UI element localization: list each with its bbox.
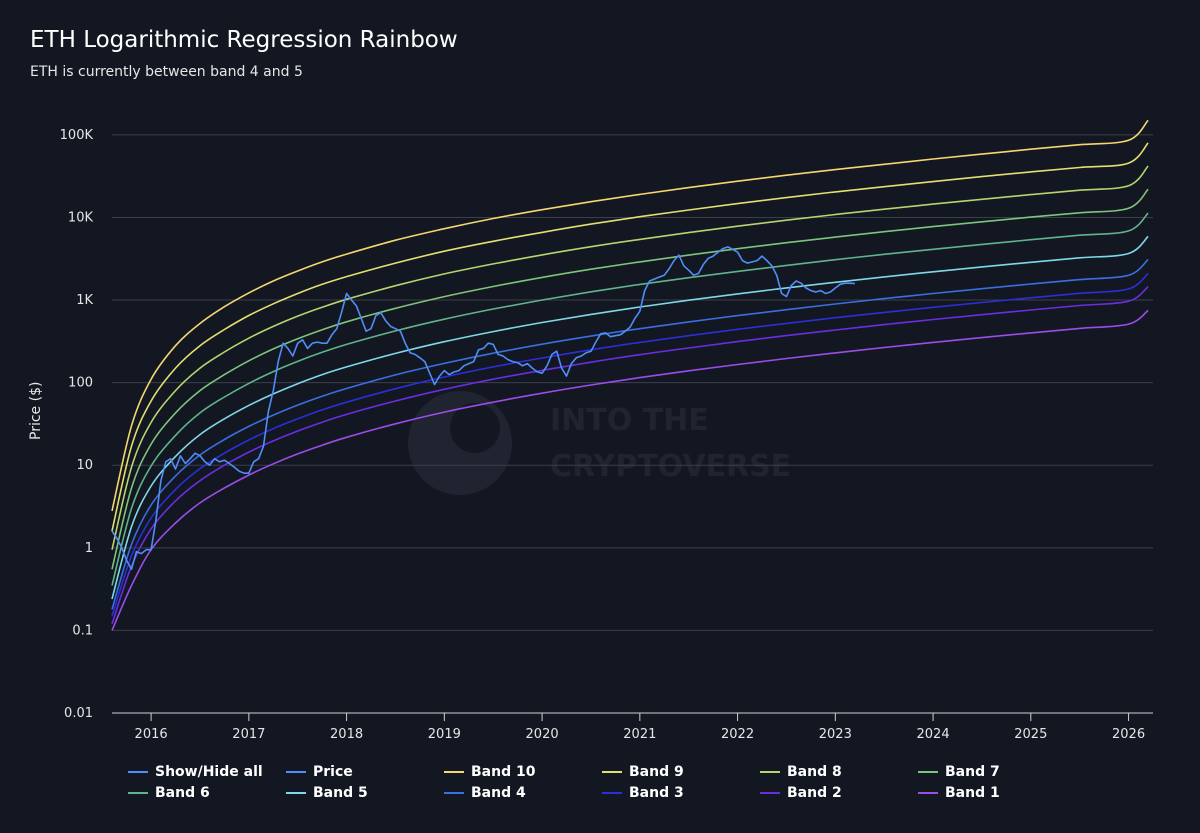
legend-swatch — [444, 770, 464, 773]
watermark-logo-icon — [408, 391, 512, 495]
legend-swatch — [128, 791, 148, 794]
legend-label: Band 2 — [787, 784, 842, 801]
legend-swatch — [602, 770, 622, 773]
bands — [111, 119, 1149, 631]
watermark-line1: INTO THE — [550, 403, 709, 438]
legend-swatch — [444, 791, 464, 794]
x-tick-label: 2021 — [623, 727, 656, 742]
band-line-band-8 — [111, 165, 1149, 550]
x-tick-label: 2017 — [232, 727, 265, 742]
legend: Show/Hide all Price Band 10 Band 9 Band 8 Ban… — [128, 762, 1128, 802]
legend-label: Price — [313, 763, 353, 780]
x-tick-label: 2018 — [330, 727, 363, 742]
x-tick-label: 2016 — [135, 727, 168, 742]
x-tick-label: 2024 — [917, 727, 950, 742]
band-line-band-5 — [111, 235, 1149, 600]
legend-label: Band 3 — [629, 784, 684, 801]
legend-label: Band 5 — [313, 784, 368, 801]
legend-swatch — [286, 770, 306, 773]
chart-subtitle: ETH is currently between band 4 and 5 — [30, 64, 303, 80]
legend-item-price[interactable]: Price — [286, 762, 444, 781]
legend-label: Band 10 — [471, 763, 536, 780]
watermark-logo: INTO THE CRYPTOVERSE — [408, 391, 791, 495]
legend-item-band-7[interactable]: Band 7 — [918, 762, 1076, 781]
legend-label: Band 8 — [787, 763, 842, 780]
legend-item-band-8[interactable]: Band 8 — [760, 762, 918, 781]
x-tick-label: 2022 — [721, 727, 754, 742]
band-line-band-9 — [111, 142, 1149, 532]
watermark-line2: CRYPTOVERSE — [550, 449, 791, 484]
legend-label: Band 1 — [945, 784, 1000, 801]
price-series — [111, 246, 855, 571]
y-tick-label: 10 — [76, 458, 93, 473]
price-line — [111, 246, 855, 571]
y-tick-label: 0.1 — [72, 623, 93, 638]
y-tick-label: 10K — [68, 210, 94, 225]
x-tick-label: 2025 — [1014, 727, 1047, 742]
y-tick-label: 100 — [68, 376, 93, 391]
legend-item-band-10[interactable]: Band 10 — [444, 762, 602, 781]
legend-item-band-3[interactable]: Band 3 — [602, 783, 760, 802]
legend-swatch — [918, 770, 938, 773]
legend-item-show-hide-all[interactable]: Show/Hide all — [128, 762, 286, 781]
axes: 0.01 0.1 1 10 100 1K 10K 100K 2016 2017 2018 2019 20… — [60, 128, 1145, 742]
legend-item-band-5[interactable]: Band 5 — [286, 783, 444, 802]
legend-swatch — [760, 770, 780, 773]
legend-item-band-1[interactable]: Band 1 — [918, 783, 1076, 802]
legend-swatch — [760, 791, 780, 794]
y-tick-label: 0.01 — [64, 706, 93, 721]
y-tick-label: 1K — [76, 293, 93, 308]
band-line-band-3 — [111, 272, 1149, 617]
legend-label: Band 4 — [471, 784, 526, 801]
legend-swatch — [128, 770, 148, 773]
x-tick-label: 2019 — [428, 727, 461, 742]
x-tick-label: 2020 — [526, 727, 559, 742]
legend-item-band-6[interactable]: Band 6 — [128, 783, 286, 802]
legend-item-band-4[interactable]: Band 4 — [444, 783, 602, 802]
band-line-band-7 — [111, 188, 1149, 570]
band-line-band-2 — [111, 286, 1149, 625]
legend-label: Band 7 — [945, 763, 1000, 780]
legend-label: Show/Hide all — [155, 763, 263, 780]
grid-lines — [112, 134, 1153, 714]
legend-swatch — [918, 791, 938, 794]
y-tick-label: 100K — [60, 128, 94, 143]
y-tick-label: 1 — [85, 541, 93, 556]
x-tick-label: 2026 — [1112, 727, 1145, 742]
band-line-band-10 — [111, 119, 1149, 512]
legend-label: Band 9 — [629, 763, 684, 780]
legend-item-band-9[interactable]: Band 9 — [602, 762, 760, 781]
legend-swatch — [286, 791, 306, 794]
band-line-band-1 — [111, 309, 1149, 631]
x-tick-label: 2023 — [819, 727, 852, 742]
band-line-band-6 — [111, 212, 1149, 586]
legend-item-band-2[interactable]: Band 2 — [760, 783, 918, 802]
legend-label: Band 6 — [155, 784, 210, 801]
chart-title: ETH Logarithmic Regression Rainbow — [30, 27, 458, 53]
band-line-band-4 — [111, 258, 1149, 610]
legend-swatch — [602, 791, 622, 794]
